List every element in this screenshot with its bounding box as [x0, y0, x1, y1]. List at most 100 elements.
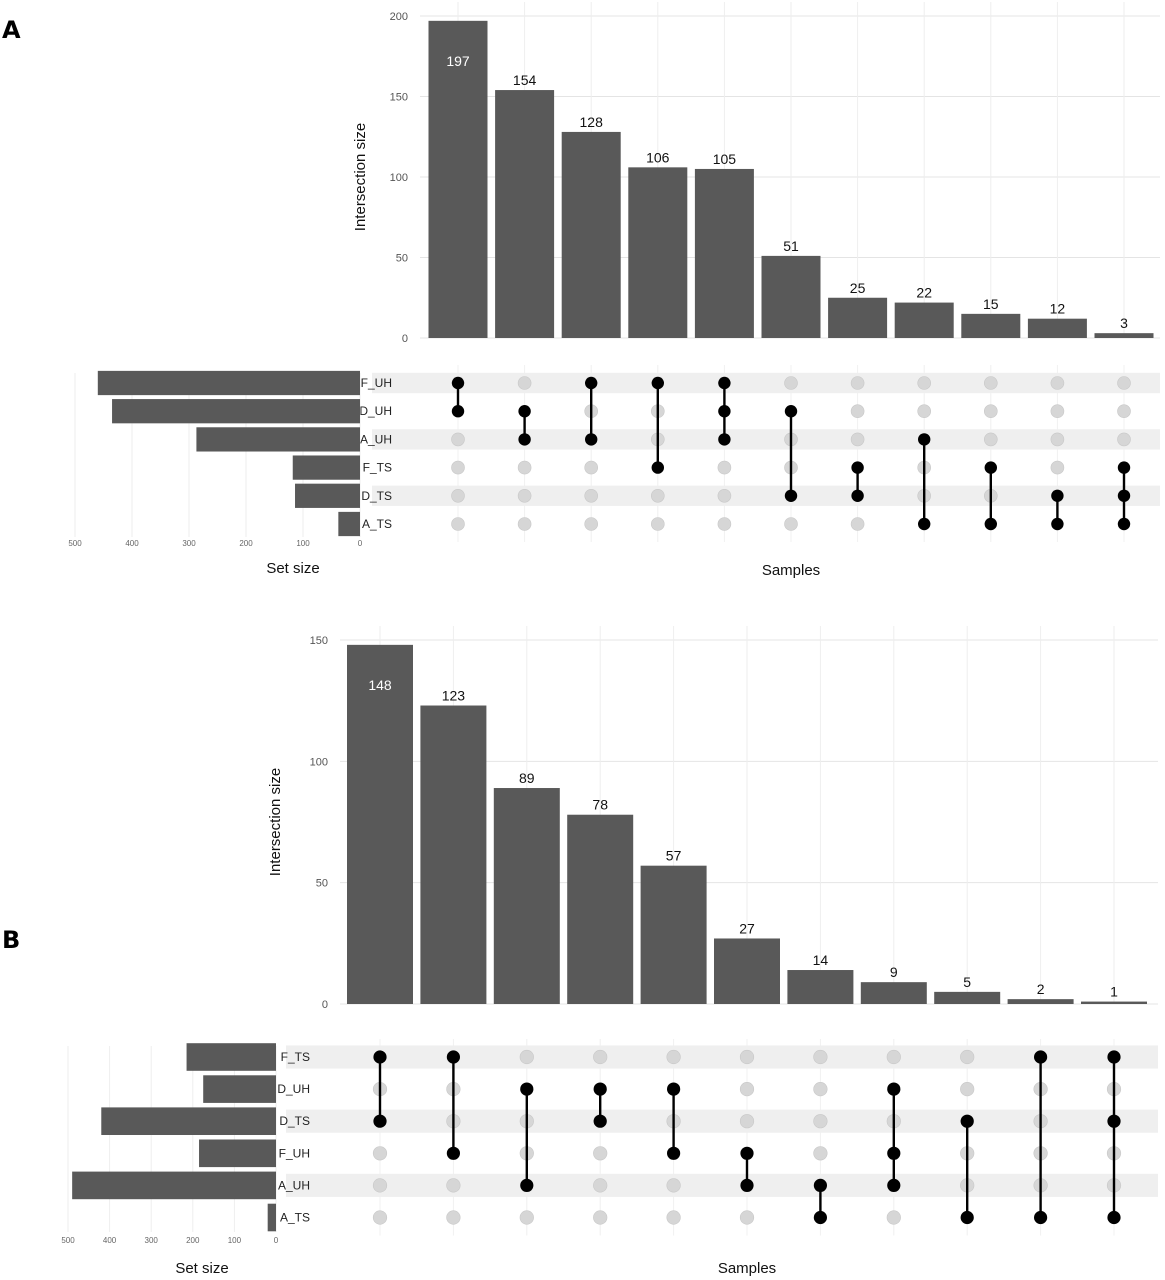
bar-value-label: 3	[1120, 315, 1128, 331]
matrix-dot-inactive	[983, 404, 998, 419]
panel-letter-a: A	[2, 16, 21, 44]
set-label: A_TS	[280, 1211, 310, 1225]
matrix-dot-inactive	[850, 376, 865, 390]
matrix-dot-active	[1117, 489, 1131, 502]
set-size-tick-label: 0	[274, 1236, 279, 1245]
matrix-dot-inactive	[1117, 432, 1131, 447]
set-label: A_UH	[278, 1178, 310, 1192]
matrix-dot-active	[1051, 489, 1064, 502]
matrix-dot-active	[984, 461, 997, 474]
matrix-dot-inactive	[983, 376, 998, 390]
intersection-bar	[347, 644, 413, 1004]
x-axis-title: Samples	[762, 562, 820, 579]
matrix-dot-inactive	[850, 404, 865, 419]
set-size-tick-label: 100	[296, 539, 310, 548]
matrix-dot-active	[740, 1146, 754, 1160]
matrix-dot-inactive	[1050, 376, 1065, 390]
set-size-tick-label: 500	[61, 1236, 75, 1245]
intersection-bar	[1094, 333, 1154, 338]
set-size-tick-label: 0	[358, 539, 363, 548]
set-label: D_TS	[279, 1114, 310, 1128]
x-axis-title: Samples	[718, 1260, 776, 1277]
set-size-tick-label: 500	[68, 539, 82, 548]
matrix-dot-active	[918, 433, 931, 446]
matrix-dot-active	[651, 376, 664, 390]
bar-value-label: 106	[646, 149, 670, 165]
bar-value-label: 148	[368, 677, 392, 693]
intersection-bar	[420, 705, 487, 1004]
matrix-dot-inactive	[960, 1081, 975, 1097]
intersection-bar	[934, 991, 1001, 1004]
matrix-dot-active	[667, 1146, 681, 1160]
y-tick-label: 0	[322, 999, 328, 1011]
matrix-dot-inactive	[517, 460, 532, 475]
set-size-tick-label: 200	[186, 1236, 200, 1245]
matrix-dot-active	[984, 517, 997, 531]
set-size-tick-label: 100	[228, 1236, 242, 1245]
matrix-dot-active	[740, 1178, 754, 1192]
matrix-dot-active	[1117, 461, 1131, 474]
matrix-dot-inactive	[372, 1178, 388, 1193]
set-size-bar	[97, 370, 361, 396]
matrix-dot-inactive	[584, 488, 599, 503]
intersection-bar	[493, 788, 560, 1004]
intersection-bar	[1081, 1001, 1147, 1004]
matrix-dot-active	[851, 489, 864, 502]
intersection-bar	[694, 168, 754, 338]
matrix-dot-active	[518, 405, 531, 418]
matrix-dot-active	[1107, 1114, 1121, 1128]
matrix-dot-inactive	[593, 1178, 608, 1193]
bar-value-label: 123	[442, 688, 466, 704]
matrix-dot-inactive	[666, 1210, 681, 1225]
intersection-bar	[567, 814, 634, 1004]
set-size-bar	[203, 1075, 276, 1103]
bar-value-label: 105	[713, 151, 737, 167]
matrix-dot-inactive	[451, 488, 465, 503]
intersection-bar	[428, 20, 488, 339]
y-tick-label: 100	[390, 172, 408, 184]
intersection-bar	[961, 313, 1021, 338]
bar-value-label: 57	[666, 848, 682, 864]
matrix-dot-active	[813, 1210, 828, 1225]
matrix-dot-inactive	[739, 1210, 755, 1225]
matrix-dot-inactive	[666, 1178, 681, 1193]
set-size-tick-label: 400	[125, 539, 139, 548]
bar-value-label: 197	[446, 53, 470, 69]
matrix-dot-active	[451, 376, 465, 390]
matrix-dot-active	[667, 1082, 681, 1096]
matrix-dot-inactive	[983, 432, 998, 447]
matrix-dot-inactive	[813, 1146, 828, 1161]
intersection-bar	[1027, 318, 1087, 338]
matrix-dot-inactive	[813, 1114, 828, 1129]
set-size-bar	[295, 483, 360, 508]
y-tick-label: 150	[390, 92, 408, 104]
intersection-bar	[761, 255, 821, 338]
y-tick-label: 0	[402, 333, 408, 345]
matrix-dot-inactive	[739, 1049, 755, 1065]
set-label: D_UH	[359, 404, 392, 418]
set-size-bar	[199, 1139, 276, 1168]
matrix-dot-inactive	[717, 488, 732, 503]
set-size-bar	[267, 1203, 276, 1232]
matrix-dot-inactive	[446, 1178, 461, 1193]
matrix-dot-inactive	[850, 432, 865, 447]
matrix-row-stripe	[286, 1109, 1158, 1133]
matrix-dot-active	[784, 489, 798, 502]
set-size-bar	[186, 1043, 276, 1071]
set-label: A_UH	[360, 432, 392, 446]
matrix-dot-inactive	[1050, 460, 1065, 475]
matrix-dot-inactive	[784, 517, 798, 531]
y-tick-label: 150	[310, 635, 328, 647]
intersection-bar	[1007, 999, 1074, 1004]
y-axis-title: Intersection size	[352, 123, 369, 231]
intersection-bar	[828, 297, 888, 338]
set-size-title: Set size	[175, 1260, 228, 1277]
matrix-dot-active	[1107, 1210, 1121, 1225]
matrix-dot-inactive	[446, 1210, 461, 1225]
set-label: F_TS	[363, 461, 392, 475]
matrix-dot-inactive	[519, 1210, 534, 1225]
matrix-dot-active	[593, 1114, 607, 1128]
matrix-dot-inactive	[451, 460, 465, 475]
y-tick-label: 50	[316, 878, 328, 890]
matrix-dot-active	[585, 376, 598, 390]
